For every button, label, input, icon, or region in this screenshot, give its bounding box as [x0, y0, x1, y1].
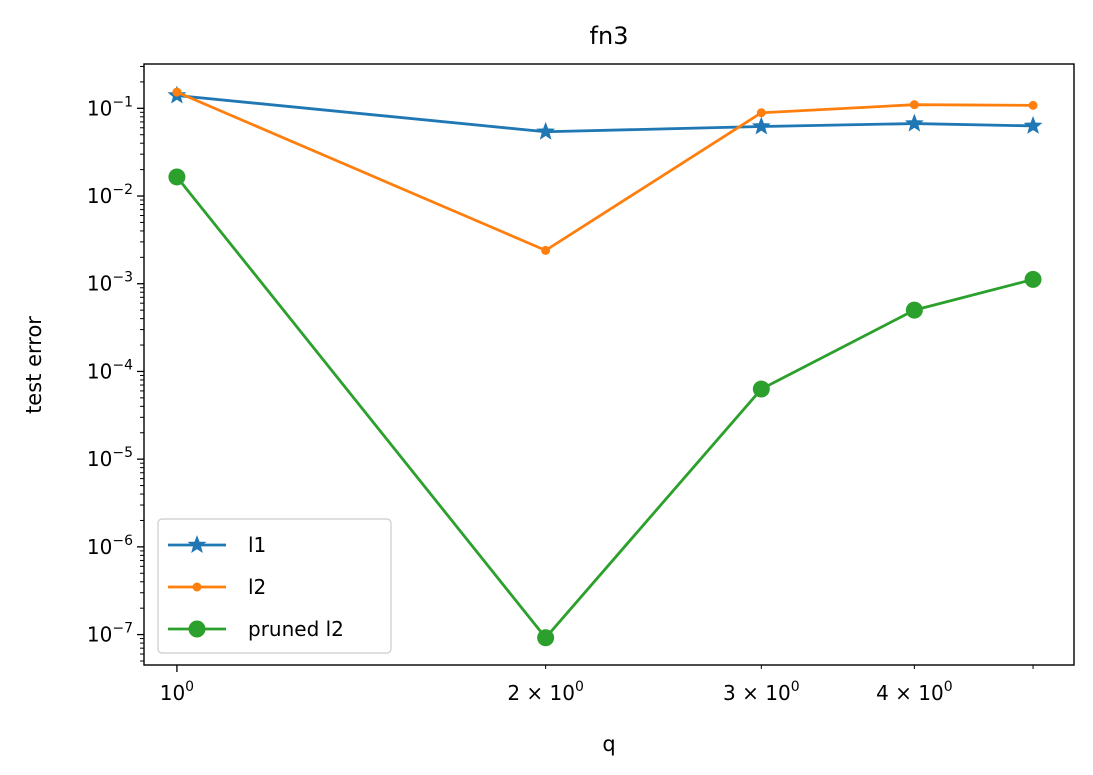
data-point-l2: [172, 87, 182, 97]
x-tick-label: 4 × 100: [876, 679, 953, 705]
data-point-pruned-l2: [905, 301, 923, 319]
data-point-l2: [756, 108, 766, 118]
data-point-l1: [536, 121, 556, 140]
x-axis: 100 2 × 100 3 × 100 4 × 100: [160, 665, 1034, 705]
data-point-l2: [1028, 100, 1038, 110]
plot-frame: [143, 63, 1075, 666]
x-tick-label: 100: [160, 679, 194, 705]
x-tick-label: 3 × 100: [723, 679, 800, 705]
x-axis-title: q: [602, 732, 615, 756]
data-point-l2: [541, 245, 551, 255]
data-point-l1: [1023, 116, 1043, 134]
y-tick-label: 10−6: [87, 533, 133, 559]
y-tick-label: 10−5: [87, 445, 133, 471]
y-tick-label: 10−4: [87, 357, 133, 383]
legend-entry-l1: l1: [168, 533, 266, 557]
y-tick-label: 10−3: [87, 270, 133, 296]
series-l2: [172, 87, 1038, 255]
data-point-l1: [751, 116, 771, 135]
legend: l1 l2 pruned l2: [157, 518, 392, 654]
x-tick-label: 2 × 100: [507, 679, 584, 705]
y-axis-title: test error: [22, 316, 46, 414]
data-point-pruned-l2: [168, 168, 186, 186]
legend-label-pruned-l2: pruned l2: [248, 617, 344, 641]
legend-box: [157, 518, 392, 654]
series-layer: [167, 85, 1043, 647]
legend-marker-l1: [187, 535, 207, 554]
data-point-pruned-l2: [537, 629, 555, 647]
data-point-l2: [909, 100, 919, 110]
series-pruned-l2: [168, 168, 1042, 647]
legend-label-l2: l2: [248, 575, 266, 599]
chart-title: fn3: [590, 22, 629, 50]
y-tick-label: 10−7: [87, 621, 133, 647]
legend-label-l1: l1: [248, 533, 266, 557]
y-tick-label: 10−2: [87, 182, 133, 208]
data-point-l1: [904, 113, 924, 132]
y-tick-label: 10−1: [87, 94, 133, 120]
y-axis: 10−7 10−6 10−5 10−4 10−3 10−2 10−1: [87, 65, 144, 662]
plot-area: [143, 63, 1075, 666]
legend-marker-l2: [192, 582, 202, 592]
legend-marker-pruned-l2: [188, 620, 206, 638]
data-point-pruned-l2: [752, 380, 770, 398]
legend-entry-l2: l2: [168, 575, 266, 599]
legend-entry-pruned-l2: pruned l2: [168, 617, 344, 641]
data-point-pruned-l2: [1024, 270, 1042, 288]
